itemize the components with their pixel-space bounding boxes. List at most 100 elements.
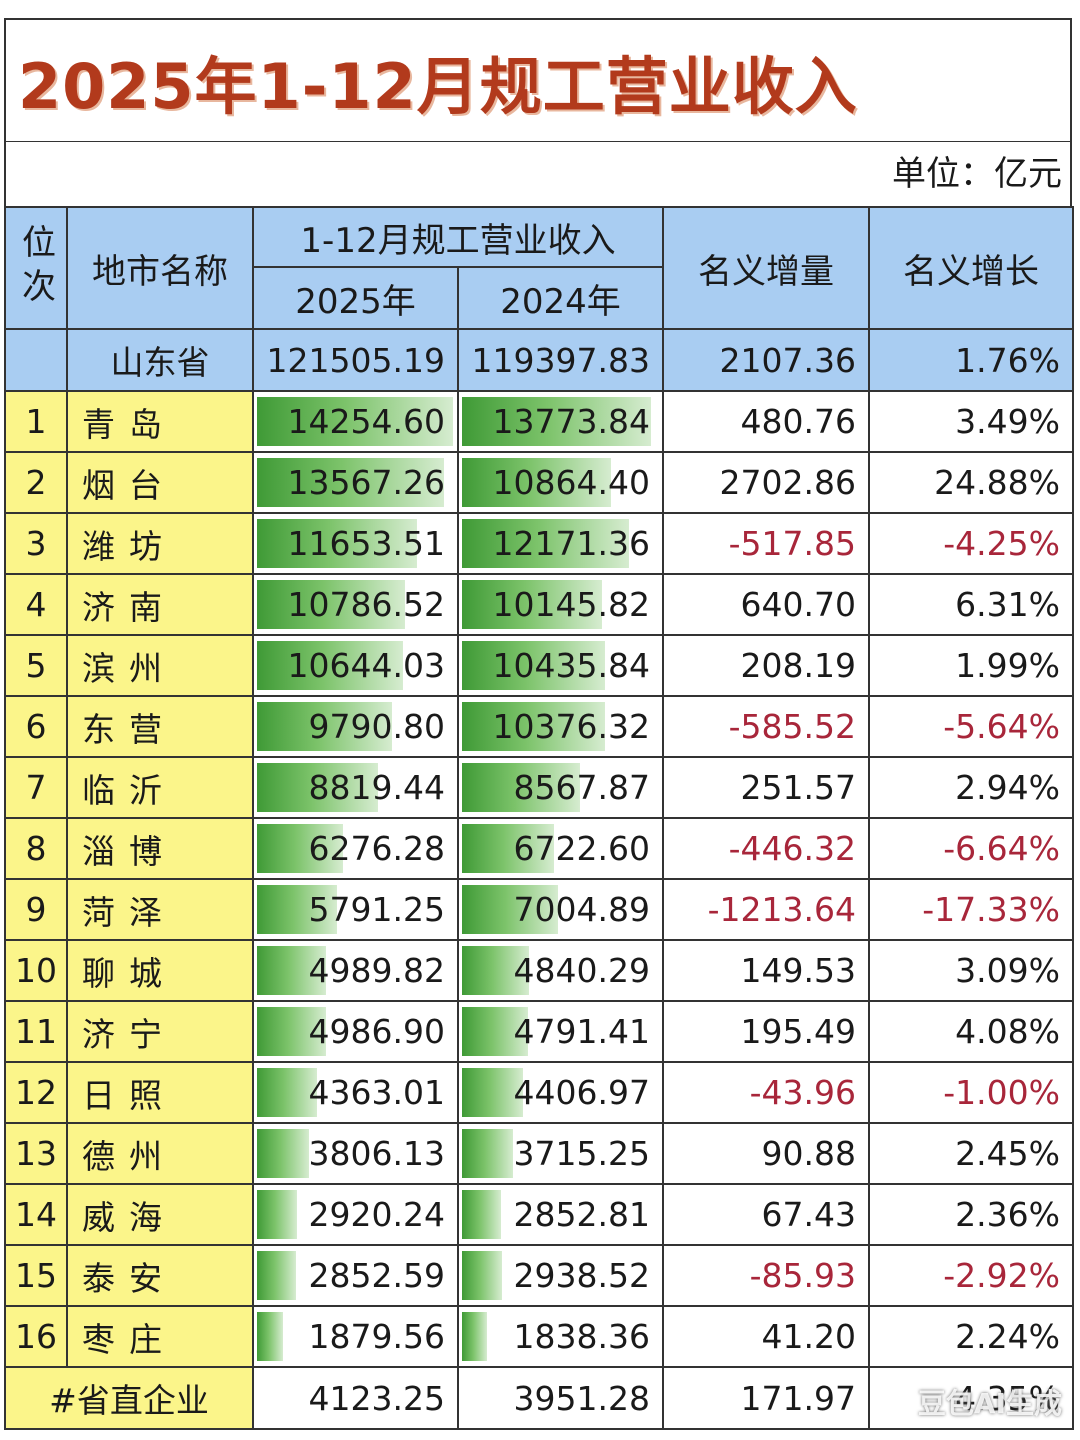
increase-cell: 480.76	[662, 390, 871, 453]
table-row: 14 威海 2920.24 2852.81 67.43 2.36%	[4, 1183, 1075, 1246]
unit-label: 单位：亿元	[892, 154, 1062, 194]
revenue-value: 14254.60	[287, 402, 445, 441]
increase-cell: -517.85	[662, 512, 871, 575]
revenue-value: 4986.90	[308, 1012, 445, 1051]
header-increase: 名义增量	[662, 206, 871, 330]
revenue-value: 2852.81	[513, 1195, 651, 1234]
city-cell: 菏泽	[66, 878, 254, 941]
growth-cell: 3.49%	[868, 390, 1075, 453]
revenue-bar	[462, 824, 554, 873]
table-row: 7 临沂 8819.44 8567.87 251.57 2.94%	[4, 756, 1075, 819]
total-2025: 4123.25	[252, 1366, 459, 1430]
city-cell: 枣庄	[66, 1305, 254, 1368]
revenue-value: 8819.44	[308, 768, 445, 807]
revenue-bar	[462, 946, 529, 995]
growth-cell: -17.33%	[868, 878, 1075, 941]
total-increase: 171.97	[662, 1366, 871, 1430]
revenue-bar	[462, 885, 558, 934]
revenue-bar	[257, 1129, 309, 1178]
growth-cell: -1.00%	[868, 1061, 1075, 1124]
rank-cell: 2	[4, 451, 68, 514]
increase-cell: -1213.64	[662, 878, 871, 941]
rank-cell: 13	[4, 1122, 68, 1185]
rank-cell: 4	[4, 573, 68, 636]
value-2024-cell: 2938.52	[456, 1244, 665, 1307]
rank-cell: 3	[4, 512, 68, 575]
header-2025: 2025年	[252, 266, 459, 330]
total-growth-value: 4.35%	[955, 1378, 1061, 1418]
table-row: 5 滨州 10644.03 10435.84 208.19 1.99%	[4, 634, 1075, 697]
revenue-bar	[462, 702, 605, 751]
province-2025: 121505.19	[252, 328, 459, 392]
table-row: 8 淄博 6276.28 6722.60 -446.32 -6.64%	[4, 817, 1075, 880]
province-2024: 119397.83	[456, 328, 665, 392]
increase-cell: 251.57	[662, 756, 871, 819]
growth-cell: -6.64%	[868, 817, 1075, 880]
revenue-value: 2852.59	[308, 1256, 445, 1295]
city-cell: 青岛	[66, 390, 254, 453]
increase-cell: 41.20	[662, 1305, 871, 1368]
growth-cell: 4.08%	[868, 1000, 1075, 1063]
unit-row: 单位：亿元	[4, 142, 1072, 206]
growth-cell: 2.45%	[868, 1122, 1075, 1185]
table-row: 16 枣庄 1879.56 1838.36 41.20 2.24%	[4, 1305, 1075, 1368]
total-growth: 4.35% 豆包AI生成	[868, 1366, 1075, 1430]
table-row: 6 东营 9790.80 10376.32 -585.52 -5.64%	[4, 695, 1075, 758]
revenue-value: 5791.25	[308, 890, 445, 929]
table-row: 9 菏泽 5791.25 7004.89 -1213.64 -17.33%	[4, 878, 1075, 941]
revenue-bar	[257, 885, 337, 934]
city-cell: 济南	[66, 573, 254, 636]
value-2025-cell: 2920.24	[252, 1183, 459, 1246]
revenue-value: 2920.24	[308, 1195, 445, 1234]
revenue-value: 6722.60	[513, 829, 651, 868]
value-2025-cell: 6276.28	[252, 817, 459, 880]
table-row: 3 潍坊 11653.51 12171.36 -517.85 -4.25%	[4, 512, 1075, 575]
value-2024-cell: 12171.36	[456, 512, 665, 575]
revenue-value: 10644.03	[287, 646, 445, 685]
header-growth: 名义增长	[868, 206, 1075, 330]
value-2024-cell: 2852.81	[456, 1183, 665, 1246]
document: 2025年1-12月规工营业收入 单位：亿元 位次 地市名称 1-12月规工营业…	[4, 18, 1075, 1430]
growth-cell: -5.64%	[868, 695, 1075, 758]
city-cell: 潍坊	[66, 512, 254, 575]
title-box: 2025年1-12月规工营业收入	[4, 18, 1072, 142]
revenue-bar	[462, 1129, 513, 1178]
table-row: 12 日照 4363.01 4406.97 -43.96 -1.00%	[4, 1061, 1075, 1124]
city-cell: 烟台	[66, 451, 254, 514]
revenue-value: 1838.36	[513, 1317, 651, 1356]
value-2025-cell: 11653.51	[252, 512, 459, 575]
value-2024-cell: 1838.36	[456, 1305, 665, 1368]
value-2024-cell: 13773.84	[456, 390, 665, 453]
table-row: 13 德州 3806.13 3715.25 90.88 2.45%	[4, 1122, 1075, 1185]
revenue-table: 位次 地市名称 1-12月规工营业收入 名义增量 名义增长 2025年 2024…	[4, 206, 1075, 1430]
revenue-value: 10786.52	[287, 585, 445, 624]
rank-cell: 6	[4, 695, 68, 758]
header-city: 地市名称	[66, 206, 254, 330]
revenue-value: 2938.52	[513, 1256, 651, 1295]
rank-cell: 16	[4, 1305, 68, 1368]
increase-cell: -43.96	[662, 1061, 871, 1124]
revenue-value: 10376.32	[492, 707, 651, 746]
revenue-bar	[257, 641, 403, 690]
revenue-value: 4989.82	[308, 951, 445, 990]
value-2024-cell: 4406.97	[456, 1061, 665, 1124]
table-row: 11 济宁 4986.90 4791.41 195.49 4.08%	[4, 1000, 1075, 1063]
value-2025-cell: 14254.60	[252, 390, 459, 453]
header-revenue-group: 1-12月规工营业收入	[251, 206, 665, 268]
value-2025-cell: 3806.13	[252, 1122, 459, 1185]
revenue-value: 11653.51	[287, 524, 445, 563]
increase-cell: 90.88	[662, 1122, 871, 1185]
province-rank-cell	[4, 329, 68, 392]
total-2024: 3951.28	[456, 1366, 665, 1430]
page-title: 2025年1-12月规工营业收入	[18, 49, 858, 123]
city-cell: 东营	[66, 695, 254, 758]
total-label: #省直企业	[4, 1366, 254, 1430]
value-2024-cell: 8567.87	[456, 756, 665, 819]
value-2024-cell: 7004.89	[456, 878, 665, 941]
revenue-value: 13773.84	[492, 402, 651, 441]
city-rows: 1 青岛 14254.60 13773.84 480.76 3.49% 2 烟台 13567.2…	[4, 390, 1075, 1368]
increase-cell: 67.43	[662, 1183, 871, 1246]
city-cell: 威海	[66, 1183, 254, 1246]
growth-cell: 2.94%	[868, 756, 1075, 819]
table-row: 10 聊城 4989.82 4840.29 149.53 3.09%	[4, 939, 1075, 1002]
